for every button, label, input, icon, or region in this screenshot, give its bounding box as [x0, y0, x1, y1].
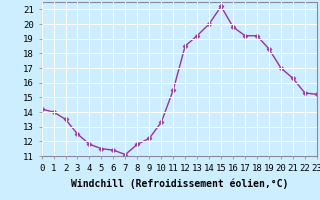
X-axis label: Windchill (Refroidissement éolien,°C): Windchill (Refroidissement éolien,°C) [70, 178, 288, 189]
